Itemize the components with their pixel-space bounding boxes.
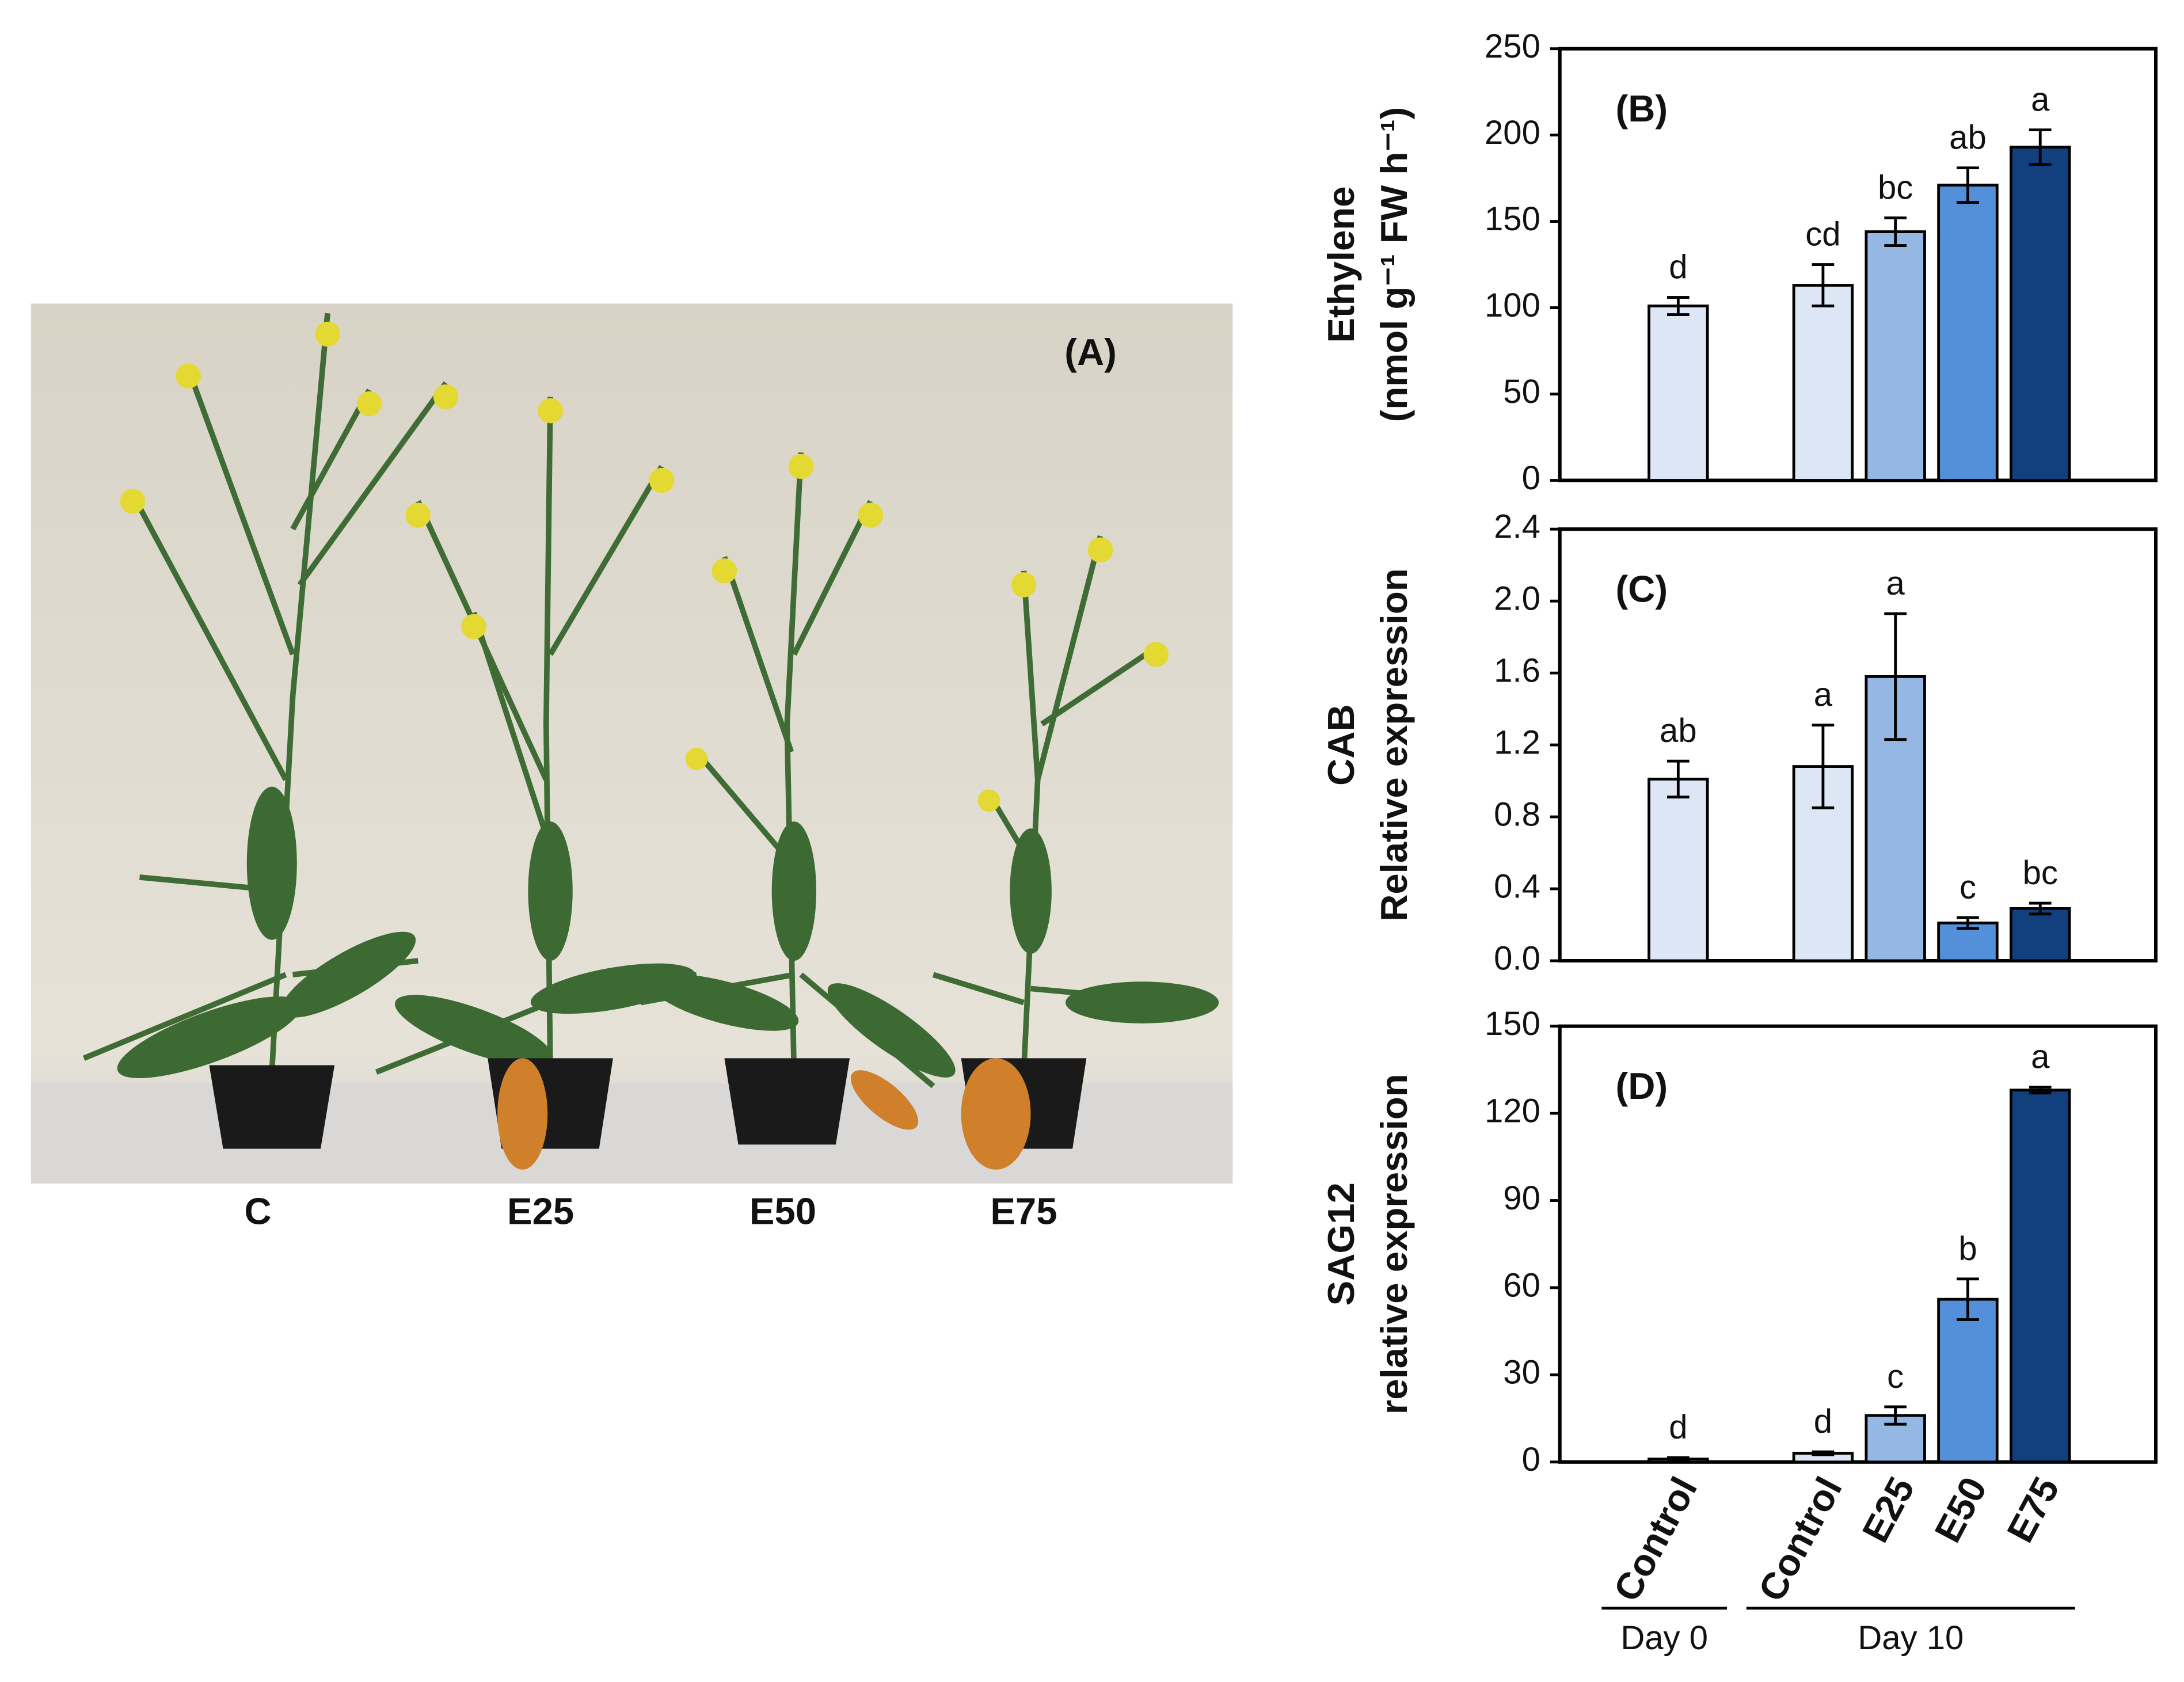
photo: (A) C E25 E50 E75: [31, 303, 1233, 1232]
error-bar: [2029, 901, 2052, 916]
significance-letter: d: [1669, 1409, 1687, 1446]
y-tick-label: 100: [1485, 287, 1540, 324]
error-bar: [1812, 263, 1835, 307]
error-bar: [1957, 166, 1979, 204]
plant-label: E25: [507, 1190, 574, 1232]
leaves: [117, 786, 1219, 1078]
significance-letter: b: [1958, 1230, 1977, 1268]
panel-label: (C): [1615, 568, 1668, 610]
bar: [2010, 907, 2071, 962]
y-tick-label: 90: [1503, 1179, 1540, 1217]
y-tick-label: 150: [1485, 1005, 1540, 1042]
significance-letter: c: [1887, 1358, 1904, 1395]
y-tick-label: 120: [1485, 1092, 1540, 1129]
error-bar: [1812, 1450, 1835, 1456]
y-tick-label: 2.0: [1494, 580, 1540, 617]
y-tick-label: 150: [1485, 200, 1540, 238]
stems: [82, 313, 1185, 1089]
y-tick-label: 200: [1485, 114, 1540, 151]
significance-letter: a: [2031, 1038, 2050, 1076]
plot-frame: [1558, 1024, 2158, 1464]
x-tick-label: Control: [1605, 1470, 1705, 1608]
error-bar: [1884, 216, 1907, 248]
significance-letter: d: [1814, 1403, 1832, 1440]
error-bar: [1666, 1456, 1690, 1462]
plant-label: E50: [749, 1190, 816, 1232]
y-tick-label: 0: [1522, 1441, 1540, 1478]
y-tick-label: 250: [1485, 28, 1540, 65]
significance-letter: ab: [1949, 119, 1987, 157]
significance-letter: a: [1886, 565, 1905, 602]
y-axis-label: CAB: [1320, 704, 1362, 785]
senescent-leaves: [497, 1058, 1031, 1170]
y-tick-label: 60: [1503, 1266, 1540, 1304]
bar: [1865, 230, 1926, 482]
x-tick-label: E25: [1854, 1470, 1923, 1549]
bar: [1937, 184, 1999, 482]
y-axis-label: (nmol g⁻¹ FW h⁻¹): [1373, 107, 1415, 423]
group-label: Day 10: [1858, 1619, 1964, 1657]
flowers: [120, 321, 1169, 812]
plot-frame: [1558, 47, 2158, 482]
significance-letter: d: [1669, 249, 1687, 286]
y-axis-label: relative expression: [1373, 1074, 1415, 1414]
panel-label: (B): [1615, 87, 1668, 130]
error-bar: [1666, 759, 1690, 799]
y-tick-label: 2.4: [1494, 508, 1540, 546]
plant-label: E75: [990, 1190, 1057, 1232]
error-bar: [1884, 1405, 1907, 1426]
y-tick-label: 30: [1503, 1354, 1540, 1391]
bar: [1937, 1297, 1999, 1464]
y-axis-label: SAG12: [1320, 1182, 1362, 1306]
significance-letter: a: [2031, 81, 2050, 119]
error-bar: [2029, 1086, 2052, 1095]
y-tick-label: 1.2: [1494, 724, 1540, 761]
significance-letter: a: [1814, 676, 1833, 714]
bar: [1937, 921, 1999, 962]
x-tick-label: Control: [1750, 1470, 1850, 1608]
y-tick-label: 0.0: [1494, 939, 1540, 977]
y-tick-label: 0.8: [1494, 796, 1540, 833]
y-tick-label: 1.6: [1494, 652, 1540, 689]
x-tick-label: E75: [1999, 1470, 2067, 1549]
y-tick-label: 50: [1503, 373, 1540, 410]
significance-letter: cd: [1805, 216, 1840, 253]
plant-label: C: [245, 1190, 272, 1232]
panel-label: (D): [1615, 1065, 1668, 1107]
significance-letter: c: [1959, 869, 1976, 906]
error-bar: [1957, 916, 1979, 930]
error-bar: [1957, 1277, 1979, 1321]
significance-letter: ab: [1660, 712, 1697, 749]
y-axis-label: Relative expression: [1373, 568, 1415, 921]
group-label: Day 0: [1620, 1619, 1708, 1657]
error-bar: [2029, 128, 2052, 166]
significance-letter: bc: [2023, 854, 2058, 892]
bar: [2010, 1089, 2071, 1464]
bar: [1647, 778, 1709, 962]
panel-label: (A): [1064, 331, 1117, 373]
y-tick-label: 0: [1522, 459, 1540, 497]
error-bar: [1884, 612, 1907, 741]
error-bar: [1666, 296, 1690, 316]
y-tick-label: 0.4: [1494, 867, 1540, 905]
error-bar: [1812, 724, 1835, 809]
significance-letter: bc: [1878, 169, 1913, 207]
bar: [2010, 146, 2071, 482]
x-tick-label: E50: [1926, 1470, 1995, 1549]
bar: [1792, 284, 1854, 482]
bar: [1647, 305, 1709, 482]
y-axis-label: Ethylene: [1320, 187, 1362, 343]
